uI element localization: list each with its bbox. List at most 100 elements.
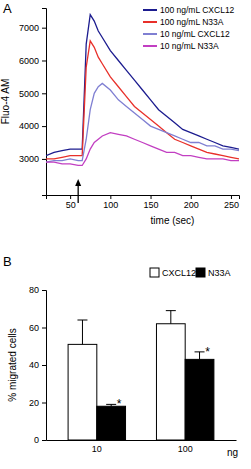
- arrow-head: [75, 179, 81, 186]
- tick-label: 100: [103, 200, 118, 210]
- tick-mark: [42, 28, 46, 29]
- y-axis: 0 20 40 60 80: [29, 285, 47, 445]
- tick-label: 100: [178, 444, 193, 454]
- tick-mark: [42, 126, 46, 127]
- tick: 60: [29, 323, 46, 333]
- significance-mark: *: [117, 397, 122, 411]
- tick-mark: [191, 195, 192, 199]
- tick: 7000: [19, 23, 46, 33]
- legend-swatch: [143, 45, 157, 47]
- tick-label: 6000: [19, 56, 39, 66]
- bar: [156, 324, 185, 440]
- tick-label: 7000: [19, 23, 39, 33]
- panel-b: B**10100020406080ng% migrated cellsCXCL1…: [3, 254, 238, 458]
- arrow-shaft: [78, 184, 79, 203]
- legend-swatch: [143, 9, 157, 11]
- tick-label: 0: [34, 435, 39, 445]
- tick-mark: [70, 195, 71, 199]
- legend-swatch: [143, 21, 157, 23]
- panel-label: A: [3, 1, 12, 16]
- panel-a: A 50 100 150 200 250 3000 4000 5000 6000 7000 time …: [0, 1, 240, 226]
- tick-label: 40: [29, 360, 39, 370]
- error-bar: [77, 320, 87, 344]
- tick-mark: [42, 403, 46, 404]
- tick: 100: [103, 195, 118, 210]
- tick-label: 20: [29, 398, 39, 408]
- stimulus-arrow: [75, 179, 81, 203]
- tick: 40: [29, 360, 46, 370]
- axis-line: [47, 440, 237, 441]
- panel-label: B: [3, 254, 12, 269]
- tick-label: 150: [144, 200, 159, 210]
- x-axis-title: time (sec): [151, 215, 195, 226]
- tick-mark: [231, 195, 232, 199]
- tick: 80: [29, 285, 46, 295]
- axis-line: [42, 9, 47, 196]
- axis-line: [42, 291, 47, 441]
- tick: 10: [92, 440, 102, 454]
- plot-area: [46, 15, 239, 166]
- tick-mark: [42, 365, 46, 366]
- x-axis: 10 100: [47, 440, 237, 454]
- error-bar-stem: [199, 352, 200, 360]
- legend-swatch: [150, 268, 159, 277]
- tick-label: 10: [92, 444, 102, 454]
- tick-mark: [42, 93, 46, 94]
- error-bar-stem: [82, 320, 83, 344]
- tick-mark: [42, 440, 46, 441]
- error-bar-cap: [77, 320, 87, 321]
- series-line: [46, 83, 239, 162]
- y-axis-title: Fluo-4 AM: [0, 79, 11, 125]
- tick: 150: [144, 195, 159, 210]
- series-line: [46, 133, 239, 166]
- legend: 100 ng/mL CXCL12 100 ng/mL N33A 10 ng/mL C…: [143, 5, 235, 51]
- series-line: [46, 15, 239, 156]
- tick-mark: [151, 195, 152, 199]
- tick: 6000: [19, 56, 46, 66]
- tick-label: 5000: [19, 89, 39, 99]
- tick: 250: [224, 195, 239, 210]
- error-bar: [166, 311, 176, 324]
- legend-label: 10 ng/mL N33A: [160, 41, 219, 51]
- legend-label: N33A: [208, 268, 231, 278]
- error-bar-stem: [170, 311, 171, 324]
- tick-mark: [42, 290, 46, 291]
- tick-label: 3000: [19, 154, 39, 164]
- legend-label: CXCL12: [162, 268, 196, 278]
- error-bar-cap: [195, 351, 205, 352]
- tick-label: 200: [184, 200, 199, 210]
- tick-mark: [42, 159, 46, 160]
- tick-label: 50: [66, 200, 76, 210]
- bar: [68, 344, 97, 440]
- legend: CXCL12 N33A: [150, 268, 231, 278]
- tick: 100: [178, 440, 193, 454]
- tick-mark: [42, 60, 46, 61]
- legend-label: 10 ng/mL CXCL12: [160, 29, 230, 39]
- figure: A5010015020025030004000500060007000time …: [0, 0, 251, 469]
- tick: 5000: [19, 89, 46, 99]
- y-axis: 3000 4000 5000 6000 7000: [19, 9, 47, 196]
- tick: 200: [184, 195, 199, 210]
- x-axis-title: ng: [227, 447, 238, 458]
- x-axis: 50 100 150 200 250: [47, 195, 240, 210]
- tick-label: 4000: [19, 121, 39, 131]
- tick-label: 250: [224, 200, 239, 210]
- tick-label: 60: [29, 323, 39, 333]
- axis-line: [47, 196, 240, 200]
- plot-area: [68, 311, 214, 440]
- tick-mark: [42, 328, 46, 329]
- significance-mark: *: [205, 345, 210, 359]
- series-line: [46, 41, 239, 159]
- tick-mark: [110, 195, 111, 199]
- legend-swatch: [143, 33, 157, 35]
- tick: 4000: [19, 121, 46, 131]
- error-bar: [195, 352, 205, 360]
- legend-label: 100 ng/mL CXCL12: [160, 5, 235, 15]
- legend-label: 100 ng/mL N33A: [160, 17, 224, 27]
- error-bar-cap: [106, 404, 116, 405]
- legend-swatch: [196, 268, 205, 277]
- bar: [185, 359, 214, 440]
- error-bar: [106, 404, 116, 406]
- tick: 50: [66, 195, 76, 210]
- tick: 20: [29, 398, 46, 408]
